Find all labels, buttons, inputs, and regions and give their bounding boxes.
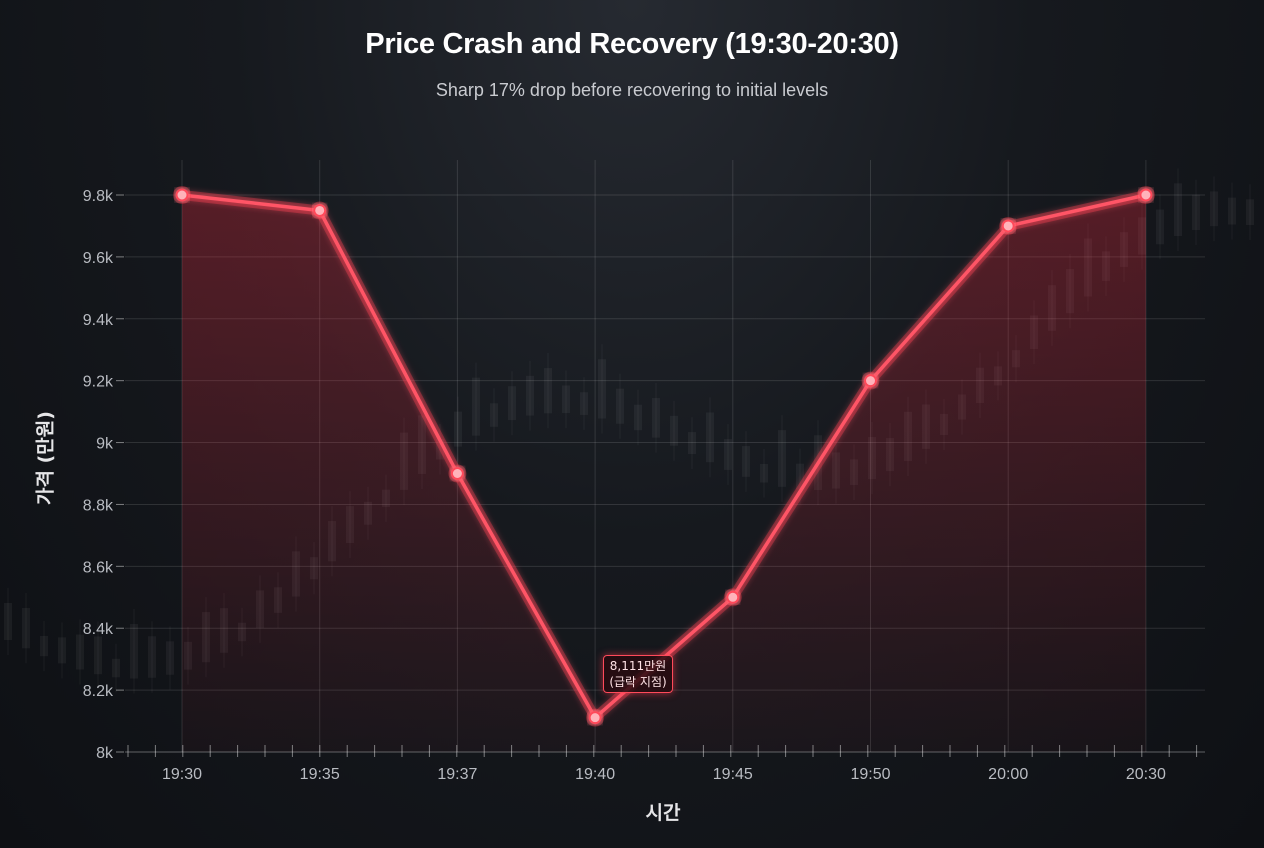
background-candle-body	[1156, 209, 1164, 245]
data-point	[588, 711, 602, 725]
background-candle-body	[76, 634, 84, 670]
data-point	[313, 203, 327, 217]
x-tick-label: 19:35	[300, 766, 340, 783]
data-point	[175, 188, 189, 202]
background-candle-body	[778, 430, 786, 487]
axes: 8k 8.2k 8.4k 8.6k 8.8k 9k 9.2k 9.4k 9.6k 9.8k 19:3…	[83, 188, 1205, 783]
y-tick-label: 8.6k	[83, 559, 114, 576]
background-candle-body	[544, 368, 552, 414]
background-candle-body	[40, 635, 48, 657]
background-candle-body	[706, 412, 714, 463]
y-tick-label: 9.4k	[83, 312, 114, 329]
background-candle-body	[148, 636, 156, 678]
background-candle-body	[130, 624, 138, 679]
x-axis-label: 시간	[645, 802, 681, 824]
background-candle-body	[742, 446, 750, 477]
x-tick-label: 19:45	[713, 766, 753, 783]
background-candle-body	[616, 388, 624, 424]
background-candle-body	[670, 415, 678, 446]
area-fill	[182, 195, 1146, 752]
background-candle-body	[724, 439, 732, 470]
y-axis-label: 가격 (만원)	[34, 411, 57, 505]
background-candle-body	[598, 359, 606, 419]
background-candle-body	[508, 386, 516, 421]
chart-title: Price Crash and Recovery (19:30-20:30)	[365, 28, 899, 60]
data-points	[173, 186, 1155, 727]
chart-subtitle: Sharp 17% drop before recovering to init…	[435, 80, 829, 100]
y-tick-label: 9k	[96, 436, 114, 453]
background-candle-body	[1210, 191, 1218, 227]
y-tick-label: 9.2k	[83, 374, 114, 391]
x-tick-label: 19:30	[162, 766, 202, 783]
y-tick-label: 8.8k	[83, 497, 114, 514]
annotation-note: (급락 지점)	[609, 675, 667, 689]
background-candle-body	[166, 641, 174, 675]
y-tick-label: 8.2k	[83, 683, 114, 700]
data-point	[726, 590, 740, 604]
background-candle-body	[526, 375, 534, 416]
data-point	[450, 467, 464, 480]
annotation-callout: 8,111만원 (급락 지점)	[603, 655, 673, 693]
y-tick-label: 9.8k	[83, 188, 114, 205]
background-candle-body	[580, 392, 588, 415]
data-point	[1001, 219, 1015, 233]
data-point	[1139, 188, 1153, 202]
background-candle-body	[94, 636, 102, 675]
y-tick-label: 9.6k	[83, 250, 114, 267]
data-point	[864, 374, 877, 388]
background-candle-body	[652, 398, 660, 438]
background-candle-body	[472, 377, 480, 436]
background-candle-body	[490, 403, 498, 427]
background-candle-body	[1246, 199, 1254, 225]
background-candle-body	[112, 658, 120, 678]
background-candle-body	[1174, 183, 1182, 237]
x-tick-label: 19:40	[575, 766, 615, 783]
background-candle-body	[454, 411, 462, 447]
y-tick-label: 8.4k	[83, 621, 114, 638]
background-candle-body	[22, 608, 30, 649]
background-candle-body	[634, 404, 642, 431]
background-candle-body	[562, 385, 570, 414]
x-tick-label: 19:50	[850, 766, 890, 783]
background-candle-body	[688, 432, 696, 455]
background-candle-body	[796, 463, 804, 490]
background-candle-body	[1228, 197, 1236, 225]
x-tick-label: 20:30	[1126, 766, 1166, 783]
y-tick-label: 8k	[96, 745, 114, 762]
background-candle-body	[1192, 194, 1200, 231]
background-candle-body	[4, 602, 12, 640]
background-candle-body	[58, 637, 66, 664]
background-candle-body	[760, 463, 768, 483]
series-area	[182, 195, 1146, 752]
x-tick-label: 19:37	[437, 766, 477, 783]
annotation-value: 8,111만원	[609, 659, 667, 673]
x-tick-label: 20:00	[988, 766, 1028, 783]
